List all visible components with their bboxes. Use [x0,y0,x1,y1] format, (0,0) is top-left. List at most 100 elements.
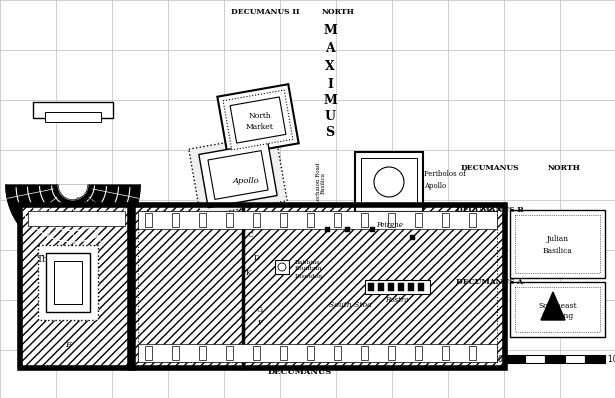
Text: Apollo: Apollo [232,177,260,185]
Bar [38,245,98,320]
Text: NORTH: NORTH [322,8,354,16]
Bar [114,2,166,48]
Bar [2,352,54,398]
Bar [114,302,166,348]
Bar [282,202,334,248]
Bar [505,355,525,363]
Bar [114,352,166,398]
Bar [361,346,368,360]
Bar [2,202,54,248]
Text: A: A [325,41,335,55]
Bar [189,134,287,216]
Bar [562,352,614,398]
Bar [450,2,502,48]
Bar [365,280,430,294]
Bar [28,211,125,226]
Bar [114,202,166,248]
Text: 0: 0 [497,355,502,363]
Bar [506,52,558,98]
Text: F: F [257,319,263,327]
Text: K: K [245,269,251,277]
Bar [562,102,614,148]
Bar [562,302,614,348]
Circle shape [278,263,286,271]
Bar [368,283,374,291]
Bar [334,213,341,227]
Bar [217,84,299,156]
Bar [338,302,390,348]
Text: Basilica: Basilica [542,247,573,255]
Bar [562,2,614,48]
Bar [562,52,614,98]
Text: Babbius: Babbius [295,259,320,265]
Bar [394,302,446,348]
Bar [394,202,446,248]
Bar [394,252,446,298]
Bar [282,152,334,198]
Bar [355,152,423,212]
Bar [388,346,395,360]
Bar [46,253,90,312]
Text: Theater: Theater [37,256,73,265]
Bar [415,346,422,360]
Bar [226,302,278,348]
Bar [410,235,415,240]
Text: Market: Market [246,123,274,131]
Bar [114,102,166,148]
Bar [199,142,277,208]
Text: Peirene: Peirene [376,221,403,229]
Bar [282,302,334,348]
Bar [282,2,334,48]
Bar [562,152,614,198]
Bar [450,52,502,98]
Bar [282,352,334,398]
Bar [469,346,476,360]
Bar [226,202,278,248]
Bar [408,283,414,291]
Bar [58,2,110,48]
Text: U: U [325,109,336,123]
Bar [506,2,558,48]
Bar [230,97,286,143]
Bar [226,213,233,227]
Bar [307,346,314,360]
Bar [2,102,54,148]
Bar [510,282,605,337]
Bar [338,152,390,198]
Bar [506,252,558,298]
Bar [450,202,502,248]
Bar [58,102,110,148]
Bar [199,213,206,227]
Text: Lechaion Road: Lechaion Road [315,162,320,204]
Bar [199,346,206,360]
Bar [515,215,600,273]
Bar [394,52,446,98]
Bar [170,52,222,98]
Bar [282,252,334,298]
Bar [515,287,600,332]
Text: Fountain: Fountain [295,267,323,271]
Bar [562,252,614,298]
Bar [338,2,390,48]
Circle shape [374,167,404,197]
Text: Glauke: Glauke [75,196,102,204]
Bar [208,150,268,199]
Bar [226,102,278,148]
Bar [585,355,605,363]
Bar [282,102,334,148]
Bar [58,152,110,198]
Bar [394,152,446,198]
Bar [114,52,166,98]
Bar [345,227,350,232]
Bar [54,261,82,304]
Bar [469,213,476,227]
Bar [170,152,222,198]
Bar [170,202,222,248]
Bar [307,213,314,227]
Bar [58,202,110,248]
Bar [280,346,287,360]
Text: Poseidon: Poseidon [295,273,323,279]
Text: Apollo: Apollo [424,182,446,190]
Text: DECUMANUS B: DECUMANUS B [456,206,524,214]
Text: 100 m.: 100 m. [608,355,615,363]
